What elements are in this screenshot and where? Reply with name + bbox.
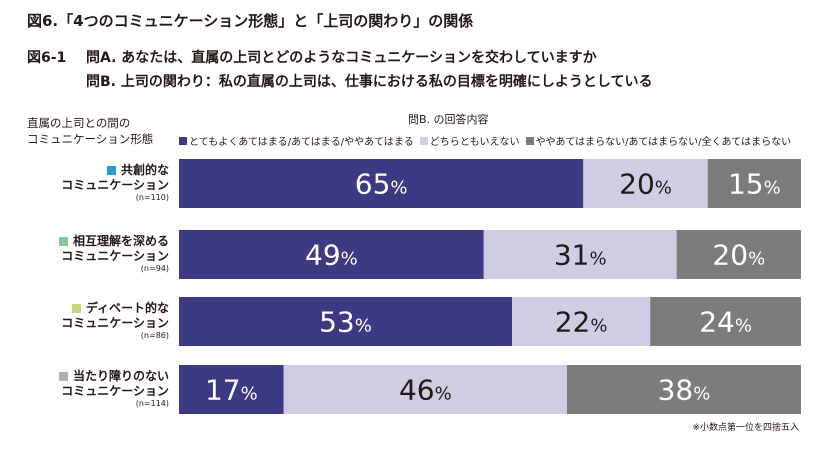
category-name: 相互理解を深める (72, 234, 169, 248)
bar-value-label: 31% (554, 239, 607, 272)
legend: とてもよくあてはまる/あてはまる/ややあてはまる どちらともいえない ややあてはまら… (179, 133, 797, 148)
category-name: 当たり障りのない (72, 369, 169, 383)
bar-segment (583, 159, 708, 208)
bar-value-label: 53% (319, 306, 372, 339)
row-header-line2: コミュニケーション形態 (27, 132, 154, 146)
bar-segment (283, 365, 567, 414)
category-label: 共創的な コミュニケーション (n=110) (61, 164, 169, 202)
category-label: 当たり障りのない コミュニケーション (n=114) (58, 369, 169, 408)
bar-value-label: 46% (399, 374, 452, 407)
legend-label: とてもよくあてはまる/あてはまる/ややあてはまる (189, 137, 414, 148)
legend-label: ややあてはまらない/あてはまらない/全くあてはまらない (535, 137, 792, 148)
category-sample-size: (n=110) (135, 193, 169, 202)
bar-segment (511, 297, 651, 346)
category-sample-size: (n=86) (140, 331, 169, 340)
category-name-line2: コミュニケーション (61, 384, 169, 398)
category-sample-size: (n=94) (140, 264, 169, 273)
subfigure-label: 図6-1 (27, 50, 67, 66)
bar-segment (179, 297, 512, 346)
legend-item-3: ややあてはまらない/あてはまらない/全くあてはまらない (525, 133, 792, 148)
bar-segment (483, 230, 677, 279)
bar-segment (179, 159, 584, 208)
bar-segment (676, 230, 801, 279)
bar-segment (650, 297, 801, 346)
bar-segment (566, 365, 801, 414)
bar-value-label: 38% (658, 374, 711, 407)
bar-segment (707, 159, 801, 208)
category-marker (106, 165, 116, 175)
category-name-line2: コミュニケーション (61, 249, 169, 263)
bar-value-label: 65% (355, 168, 408, 201)
bar-value-label: 20% (619, 168, 672, 201)
bar-value-label: 49% (305, 239, 358, 272)
category-name-line2: コミュニケーション (61, 316, 169, 330)
bar-value-label: 20% (712, 239, 765, 272)
legend-swatch (525, 136, 534, 145)
legend-label: どちらともいえない (429, 137, 520, 148)
bar-value-label: 15% (728, 168, 781, 201)
category-marker (71, 303, 81, 313)
bar-value-label: 22% (555, 306, 608, 339)
category-sample-size: (n=114) (135, 399, 169, 408)
legend-swatch (419, 136, 428, 145)
question-a: 問A. あなたは、直属の上司とどのようなコミュニケーションを交わしていますか (86, 50, 597, 66)
category-marker (58, 371, 68, 381)
bar-segment (179, 230, 484, 279)
bar-value-label: 17% (205, 374, 258, 407)
legend-item-2: どちらともいえない (419, 133, 520, 148)
category-name: 共創的な (120, 163, 169, 177)
category-name: ディベート的な (85, 301, 169, 315)
legend-title: 問B. の回答内容 (408, 113, 489, 126)
category-name-line2: コミュニケーション (61, 178, 169, 192)
category-label: 相互理解を深める コミュニケーション (n=94) (58, 234, 169, 273)
legend-item-1: とてもよくあてはまる/あてはまる/ややあてはまる (179, 133, 414, 148)
category-label: ディベート的な コミュニケーション (n=86) (61, 302, 169, 340)
row-header-line1: 直属の上司との間の (27, 116, 131, 130)
bar-value-label: 24% (699, 306, 752, 339)
bar-segment (179, 365, 284, 414)
question-b: 問B. 上司の関わり：私の直属の上司は、仕事における私の目標を明確にしようとして… (86, 74, 653, 90)
rounding-note: ※小数点第一位を四捨五入 (692, 423, 799, 433)
legend-swatch (179, 136, 187, 145)
category-marker (58, 236, 68, 246)
figure-title: 図6.「4つのコミュニケーション形態」と「上司の関わり」の関係 (27, 12, 474, 30)
